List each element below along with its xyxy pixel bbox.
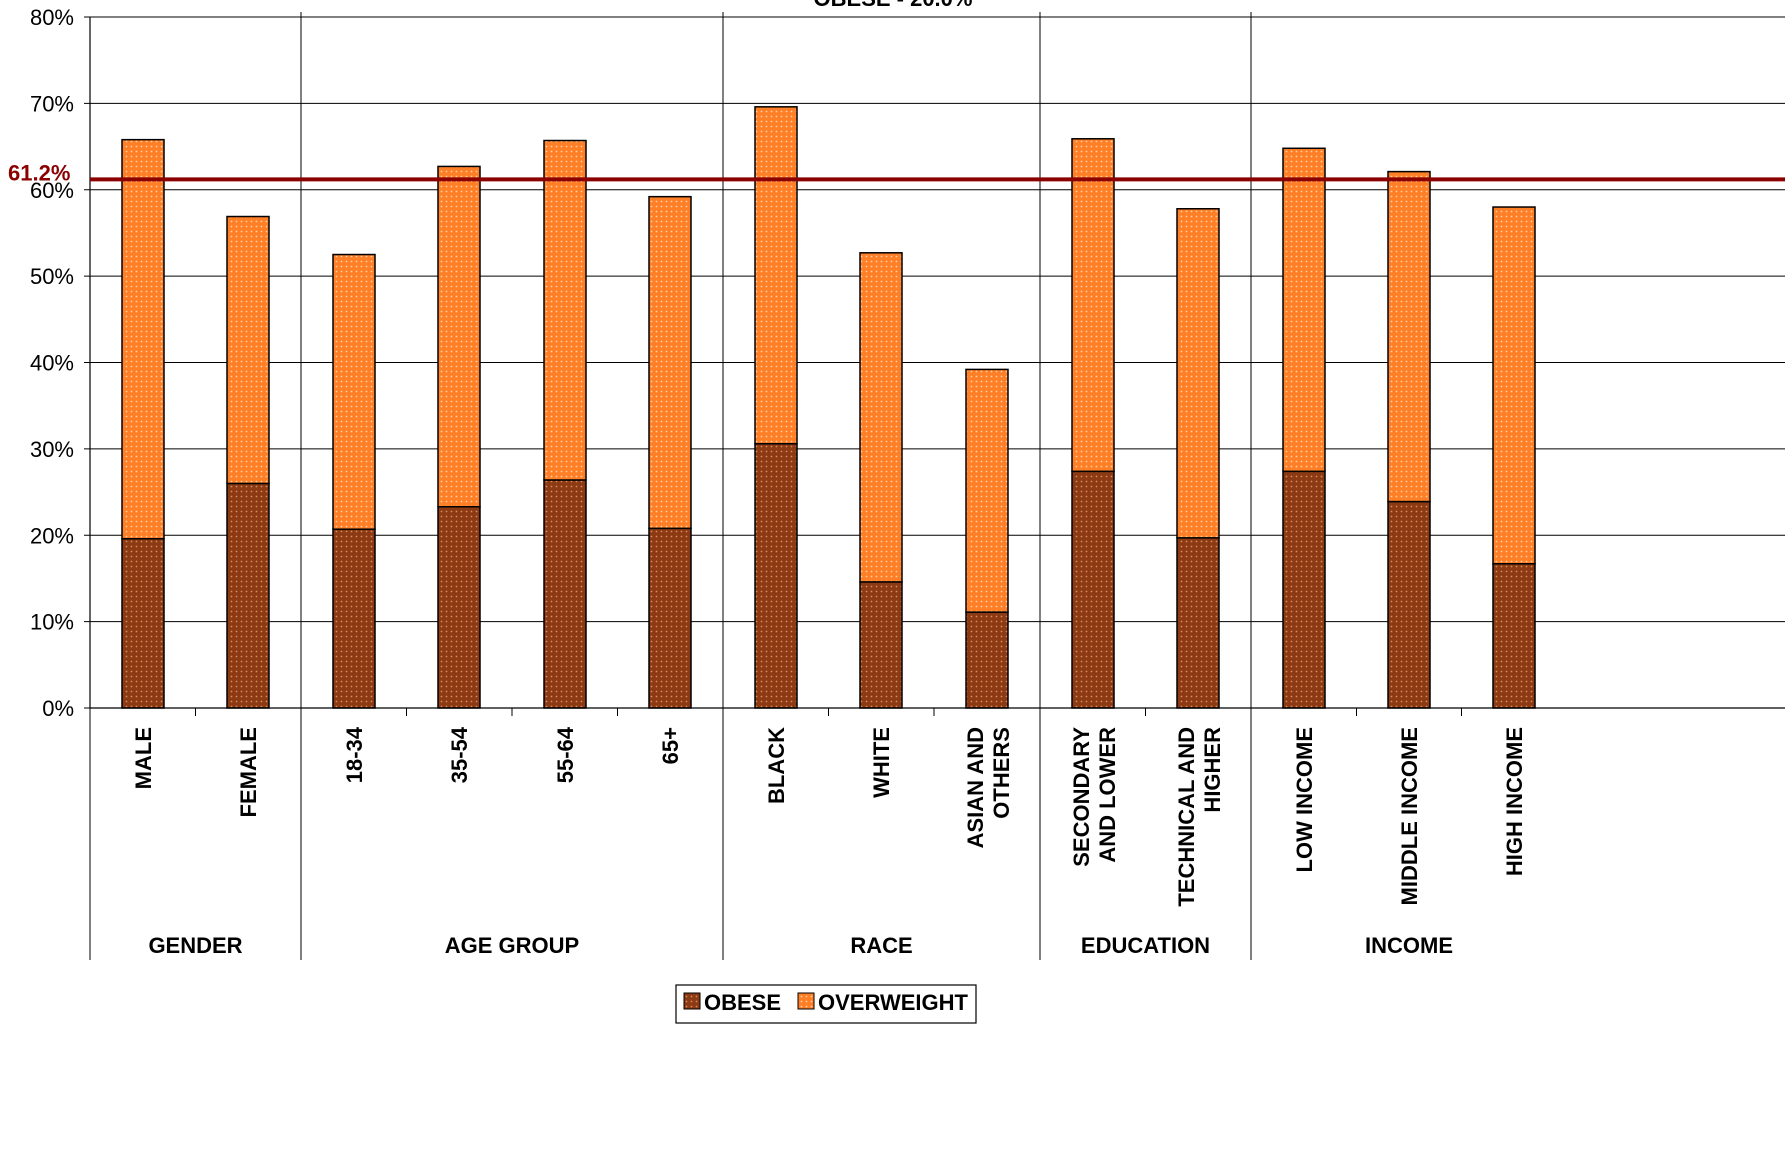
bar-obese [332,528,376,709]
bar-overweight [965,368,1009,613]
y-tick-label: 30% [30,437,74,462]
legend-swatch-overweight [797,992,815,1010]
group-label: AGE GROUP [445,933,579,958]
legend-box [675,984,977,1024]
y-tick-label: 10% [30,610,74,635]
bar-overweight [1071,138,1115,473]
bar-obese [1387,500,1431,709]
bar-obese [1282,470,1326,709]
category-label: BLACK [764,727,789,804]
legend: OBESE OVERWEIGHT [675,984,977,1024]
legend-label-obese: OBESE [704,990,781,1015]
category-label: 55-64 [553,726,578,783]
y-tick-label: 0% [42,696,74,721]
bar-overweight [1282,147,1326,473]
bar-obese [437,505,481,709]
chart-title: OBESE - 20.0% [814,0,973,11]
bar-overweight [1176,208,1220,539]
category-label: MALE [131,727,156,789]
bar-obese [1071,470,1115,709]
bar-overweight [121,138,165,540]
bars [121,106,1536,709]
y-tick-label: 50% [30,264,74,289]
category-label: MIDDLE INCOME [1397,727,1422,905]
bar-obese [1492,563,1536,709]
bar-overweight [754,106,798,445]
bar-overweight [1492,206,1536,565]
group-label: GENDER [148,933,242,958]
category-label: LOW INCOME [1292,727,1317,872]
group-label: RACE [850,933,912,958]
axes [84,16,1785,716]
bar-overweight [859,252,903,583]
category-label: ASIAN ANDOTHERS [963,727,1014,848]
bar-obese [648,527,692,709]
labels: 0% 10% 20% 30% 40% 50% 60% 70% 80% 61.2% MALE FEMAL… [8,5,1527,958]
category-label: 35-54 [447,726,472,783]
y-tick-label: 60% [30,178,74,203]
group-label: INCOME [1365,933,1453,958]
category-label: TECHNICAL ANDHIGHER [1174,727,1225,907]
legend-label-overweight: OVERWEIGHT [818,990,969,1015]
bar-obese [226,482,270,709]
category-label: FEMALE [236,727,261,817]
category-label: 18-34 [342,726,367,783]
bar-overweight [332,253,376,530]
category-label: 65+ [658,727,683,764]
bar-overweight [543,139,587,481]
bar-obese [1176,537,1220,709]
legend-swatch-obese [683,992,701,1010]
reference-line-label: 61.2% [8,160,70,185]
category-label: WHITE [869,727,894,798]
bar-obese [965,611,1009,709]
y-tick-label: 80% [30,5,74,30]
y-tick-label: 70% [30,91,74,116]
y-tick-label: 20% [30,523,74,548]
category-label: HIGH INCOME [1502,727,1527,876]
bar-overweight [226,215,270,485]
bar-obese [121,537,165,709]
bar-obese [754,442,798,709]
bar-overweight [648,195,692,530]
category-label: SECONDARYAND LOWER [1069,727,1120,867]
bar-overweight [1387,170,1431,503]
bar-obese [543,479,587,709]
bar-obese [859,581,903,709]
group-label: EDUCATION [1081,933,1210,958]
y-tick-label: 40% [30,351,74,376]
bar-overweight [437,165,481,508]
